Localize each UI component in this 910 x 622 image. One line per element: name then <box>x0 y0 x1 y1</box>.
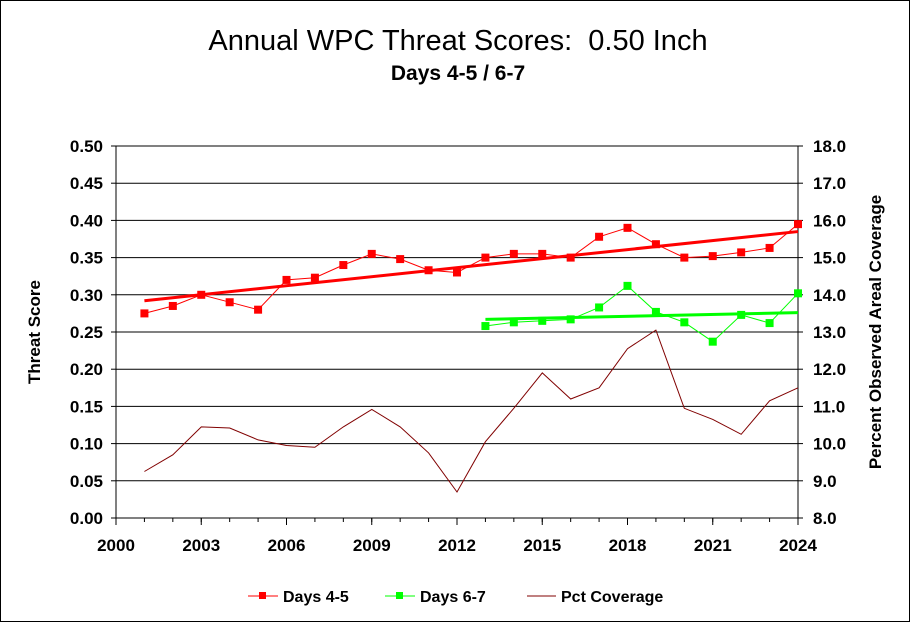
y2-axis-ticks: 8.0 9.0 10.0 11.0 12.0 13.0 14.0 15.0 16.0 17.0 18… <box>798 137 846 528</box>
series-layer <box>140 220 802 493</box>
data-point-days-4-5 <box>396 255 405 264</box>
data-point-days-6-7 <box>737 310 746 319</box>
data-point-days-4-5 <box>737 248 746 257</box>
y-tick-label: 0.50 <box>70 137 103 156</box>
y2-tick-label: 12.0 <box>813 360 846 379</box>
series-line-days-4-5 <box>144 223 799 314</box>
y2-tick-label: 16.0 <box>813 211 846 230</box>
x-tick-label: 2018 <box>609 536 647 555</box>
data-point-days-4-5 <box>680 253 689 262</box>
y-axis-ticks: 0.00 0.05 0.10 0.15 0.20 0.25 0.30 0.35 0.40 0.45… <box>70 137 116 528</box>
y-tick-label: 0.05 <box>70 472 103 491</box>
y-tick-label: 0.15 <box>70 397 103 416</box>
trend-line-days-4-5 <box>144 230 799 303</box>
legend-item-days-6-7: Days 6-7 <box>385 589 486 606</box>
x-tick-label: 2000 <box>97 536 135 555</box>
x-tick-label: 2021 <box>694 536 732 555</box>
y2-tick-label: 15.0 <box>813 249 846 268</box>
y2-tick-label: 14.0 <box>813 286 846 305</box>
chart-subtitle: Days 4-5 / 6-7 <box>391 62 525 85</box>
y-tick-label: 0.40 <box>70 211 103 230</box>
grid-lines <box>116 182 798 482</box>
data-point-days-6-7 <box>566 315 575 324</box>
series-line-pct-coverage <box>144 329 799 493</box>
y-tick-label: 0.30 <box>70 286 103 305</box>
y-tick-label: 0.00 <box>70 509 103 528</box>
data-point-days-6-7 <box>509 318 518 327</box>
legend-item-days-4-5: Days 4-5 <box>248 589 349 606</box>
data-point-days-6-7 <box>481 322 490 331</box>
series-line-days-6-7 <box>485 285 799 343</box>
data-point-days-4-5 <box>538 249 547 258</box>
data-point-days-4-5 <box>254 305 263 314</box>
data-point-days-6-7 <box>794 289 802 298</box>
y-tick-label: 0.25 <box>70 323 103 342</box>
data-point-days-6-7 <box>623 281 632 290</box>
data-point-days-4-5 <box>168 301 177 310</box>
x-tick-label: 2015 <box>523 536 561 555</box>
data-point-days-4-5 <box>424 266 433 275</box>
data-point-days-4-5 <box>225 298 234 307</box>
data-point-days-4-5 <box>623 223 632 232</box>
x-tick-label: 2003 <box>182 536 220 555</box>
y-tick-label: 0.20 <box>70 360 103 379</box>
legend: Days 4-5 Days 6-7 Pct Coverage <box>248 589 663 606</box>
data-point-days-4-5 <box>453 268 461 277</box>
data-point-days-4-5 <box>794 220 802 229</box>
y2-tick-label: 10.0 <box>813 435 846 454</box>
data-point-days-4-5 <box>651 240 660 249</box>
y-tick-label: 0.45 <box>70 174 103 193</box>
y2-tick-label: 17.0 <box>813 174 846 193</box>
data-point-days-6-7 <box>680 318 689 327</box>
data-point-days-4-5 <box>282 275 291 284</box>
y-tick-label: 0.10 <box>70 435 103 454</box>
data-point-days-4-5 <box>197 290 206 299</box>
y2-tick-label: 13.0 <box>813 323 846 342</box>
y2-tick-label: 18.0 <box>813 137 846 156</box>
data-point-days-6-7 <box>595 303 604 312</box>
y-tick-label: 0.35 <box>70 249 103 268</box>
legend-label-days-6-7: Days 6-7 <box>420 589 486 606</box>
data-point-days-4-5 <box>708 252 717 261</box>
data-point-days-4-5 <box>481 253 490 262</box>
y2-tick-label: 11.0 <box>813 397 845 416</box>
y2-axis-label: Percent Observed Areal Coverage <box>866 195 885 469</box>
legend-label-pct-coverage: Pct Coverage <box>561 589 663 606</box>
data-point-days-4-5 <box>566 253 575 262</box>
x-tick-label: 2009 <box>353 536 391 555</box>
trend-line-days-6-7 <box>485 311 799 321</box>
data-point-days-4-5 <box>310 273 319 282</box>
x-tick-label: 2006 <box>268 536 306 555</box>
y-axis-label: Threat Score <box>25 280 44 384</box>
data-point-days-4-5 <box>509 249 518 258</box>
data-point-days-4-5 <box>339 261 348 270</box>
data-point-days-4-5 <box>367 249 376 258</box>
chart-title: Annual WPC Threat Scores: 0.50 Inch <box>208 25 707 57</box>
data-point-days-4-5 <box>140 309 149 318</box>
data-point-days-6-7 <box>651 307 660 316</box>
data-point-days-4-5 <box>595 232 604 241</box>
y2-tick-label: 8.0 <box>813 509 837 528</box>
x-tick-label: 2012 <box>438 536 476 555</box>
data-point-days-6-7 <box>708 337 717 346</box>
data-point-days-4-5 <box>765 243 774 252</box>
x-axis-ticks: 2000 2003 2006 2009 2012 2015 2018 2021 2024 <box>97 518 817 555</box>
legend-label-days-4-5: Days 4-5 <box>283 589 349 606</box>
x-tick-label: 2024 <box>779 536 817 555</box>
y2-tick-label: 9.0 <box>813 472 837 491</box>
data-point-days-6-7 <box>765 319 774 328</box>
legend-item-pct-coverage: Pct Coverage <box>527 589 663 606</box>
data-point-days-6-7 <box>538 316 547 325</box>
